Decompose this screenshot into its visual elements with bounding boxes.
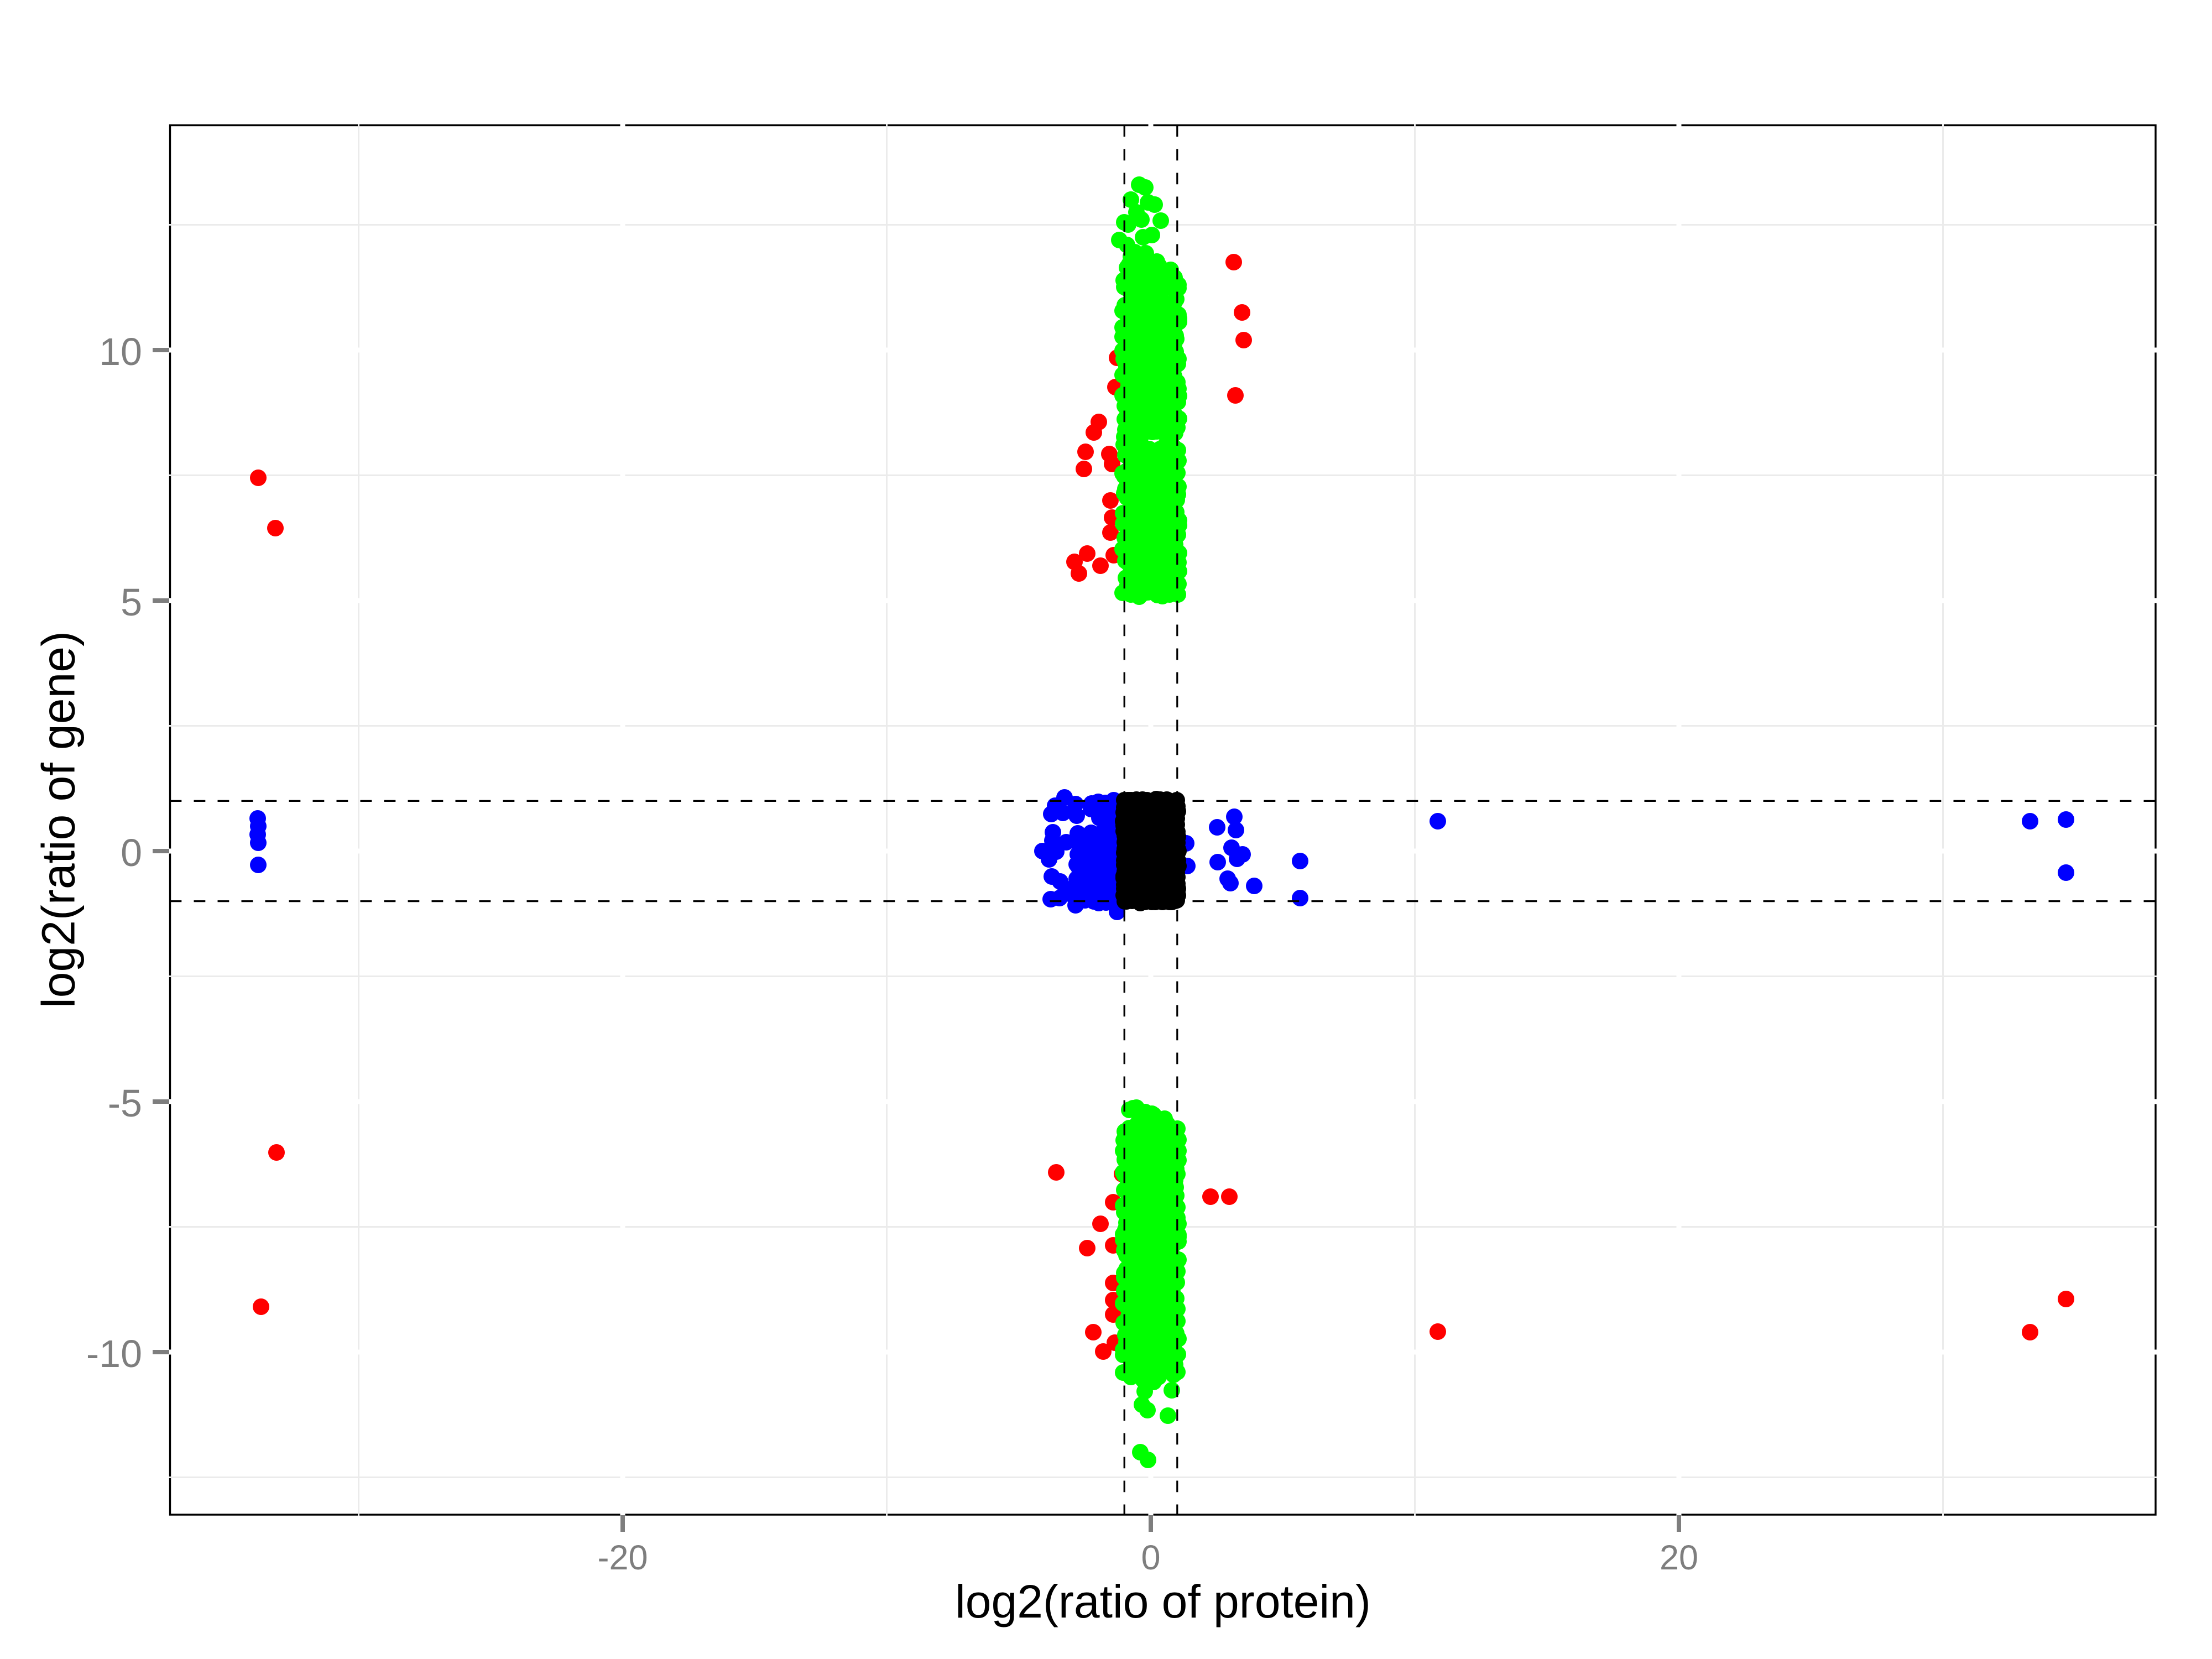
svg-text:-20: -20 xyxy=(597,1538,648,1577)
svg-text:20: 20 xyxy=(1660,1538,1698,1577)
svg-text:0: 0 xyxy=(1141,1538,1160,1577)
svg-text:5: 5 xyxy=(121,581,142,624)
svg-text:-10: -10 xyxy=(86,1332,142,1375)
svg-text:0: 0 xyxy=(121,831,142,874)
svg-text:10: 10 xyxy=(99,330,142,373)
svg-text:log2(ratio of gene): log2(ratio of gene) xyxy=(32,631,84,1008)
svg-text:-5: -5 xyxy=(108,1082,142,1125)
svg-text:log2(ratio of protein): log2(ratio of protein) xyxy=(955,1575,1371,1627)
